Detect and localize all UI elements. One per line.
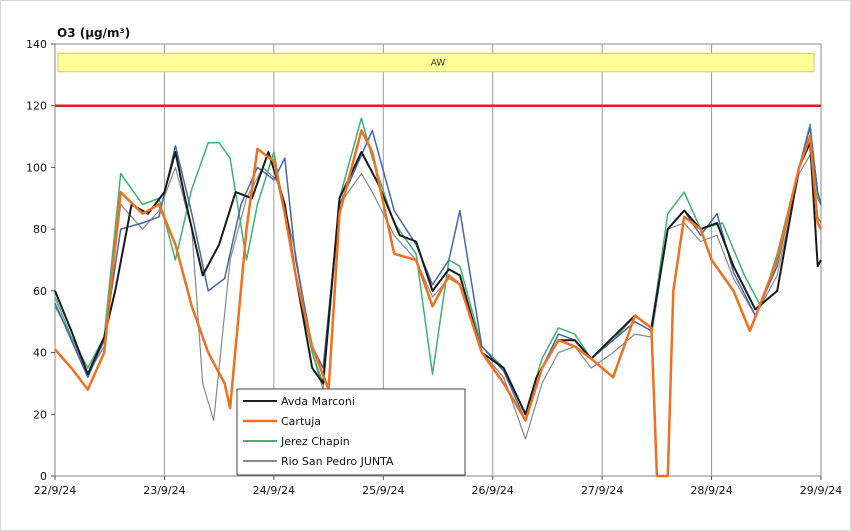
aw-band-label: AW	[431, 59, 446, 69]
legend: Avda Marconi Cartuja Jerez Chapin Rio San P…	[236, 388, 466, 476]
legend-label-3: Rio San Pedro JUNTA	[281, 455, 394, 468]
x-tick-label-6: 28/9/24	[690, 484, 732, 497]
x-tick-label-7: 29/9/24	[800, 484, 842, 497]
legend-label-1: Cartuja	[281, 415, 321, 428]
aw-band-rect	[57, 52, 815, 73]
y-tick-label-1: 20	[33, 408, 47, 421]
series-lines	[54, 117, 823, 478]
vertical-gridlines	[163, 44, 713, 476]
y-tick-label-3: 60	[33, 285, 47, 298]
y-axis: 0 20 40 60 80 100 120 140	[26, 38, 55, 483]
x-tick-label-2: 24/9/24	[253, 484, 295, 497]
x-tick-label-0: 22/9/24	[34, 484, 76, 497]
x-tick-label-3: 25/9/24	[362, 484, 404, 497]
legend-label-0: Avda Marconi	[281, 395, 355, 408]
legend-label-2: Jerez Chapin	[280, 435, 350, 448]
series-line-1	[54, 129, 823, 478]
y-tick-label-6: 120	[26, 100, 47, 113]
x-tick-label-1: 23/9/24	[143, 484, 185, 497]
x-tick-label-5: 27/9/24	[581, 484, 623, 497]
y-tick-label-5: 100	[26, 161, 47, 174]
y-tick-label-0: 0	[40, 470, 47, 483]
series-line-0	[54, 141, 822, 416]
x-axis: 22/9/24 23/9/24 24/9/24 25/9/24 26/9/24 27/9/…	[34, 476, 842, 497]
x-tick-label-4: 26/9/24	[472, 484, 514, 497]
y-tick-label-2: 40	[33, 347, 47, 360]
y-tick-label-7: 140	[26, 38, 47, 51]
aw-band: AW	[57, 52, 815, 73]
y-tick-label-4: 80	[33, 223, 47, 236]
chart-title: O3 (µg/m³)	[57, 26, 130, 40]
